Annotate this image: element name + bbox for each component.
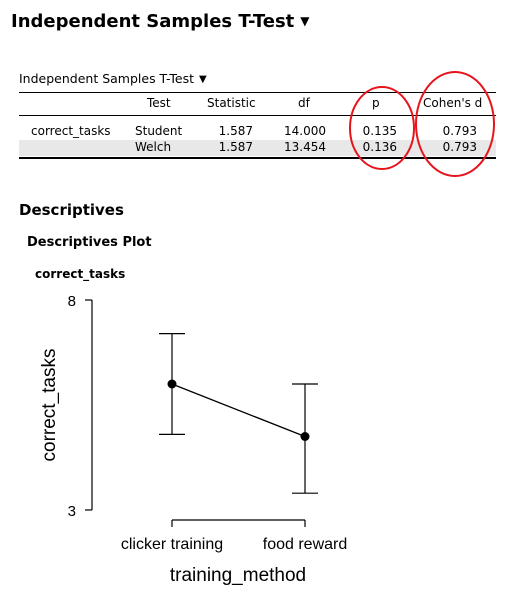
table-title-text: Independent Samples T-Test	[19, 71, 195, 86]
col-header-statistic: Statistic	[207, 96, 256, 110]
table-row-shading	[19, 140, 496, 156]
col-header-cohens-d: Cohen's d	[423, 96, 483, 110]
row-df: 13.454	[284, 140, 326, 154]
x-tick-label: food reward	[263, 536, 348, 553]
mean-point	[167, 379, 177, 389]
table-bottom-rule	[19, 157, 496, 159]
row-df: 14.000	[284, 124, 326, 138]
analysis-menu-triangle-icon[interactable]: ▼	[300, 14, 310, 28]
row-statistic: 1.587	[218, 124, 253, 138]
row-test: Welch	[135, 140, 172, 154]
row-test: Student	[135, 124, 183, 138]
row-cohens-d: 0.793	[442, 140, 477, 154]
row-p: 0.135	[362, 124, 397, 138]
y-tick-label: 3	[68, 503, 76, 520]
descriptives-plot: 8 3 clicker training food reward trainin…	[39, 293, 348, 586]
plot-variable-title: correct_tasks	[35, 267, 126, 281]
row-p: 0.136	[362, 140, 397, 154]
table-menu-triangle-icon[interactable]: ▼	[199, 74, 207, 85]
y-tick-label: 8	[68, 293, 76, 310]
table-top-rule	[19, 92, 496, 93]
analysis-title: Independent Samples T-Test ▼	[11, 11, 310, 32]
descriptives-plot-title: Descriptives Plot	[27, 235, 152, 250]
x-tick-label: clicker training	[121, 536, 223, 553]
row-variable: correct_tasks	[31, 124, 111, 138]
row-statistic: 1.587	[218, 140, 253, 154]
table-title: Independent Samples T-Test ▼	[19, 71, 207, 86]
mean-point	[300, 432, 310, 441]
table-header-rule	[19, 115, 496, 116]
annotation-layer	[349, 71, 495, 177]
col-header-p: p	[372, 96, 380, 110]
col-header-test: Test	[147, 96, 171, 110]
descriptives-title: Descriptives	[19, 201, 124, 219]
row-cohens-d: 0.793	[442, 124, 477, 138]
y-axis-label: correct_tasks	[39, 349, 60, 462]
p-column-highlight-ellipse	[349, 86, 415, 170]
cohens-d-column-highlight-ellipse	[415, 71, 495, 177]
analysis-title-text: Independent Samples T-Test	[11, 11, 295, 32]
mean-line	[171, 383, 306, 438]
x-axis-label: training_method	[170, 565, 306, 586]
col-header-df: df	[298, 96, 310, 110]
